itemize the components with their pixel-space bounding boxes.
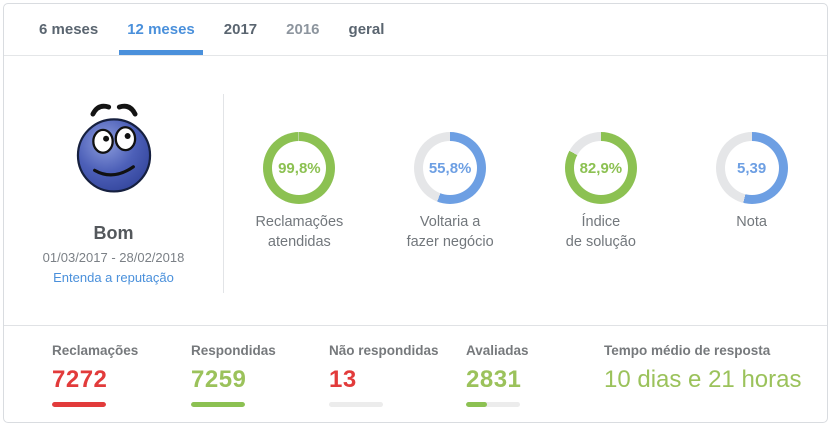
- left-pupil: [102, 135, 109, 142]
- gauge-label-line: Voltaria a: [419, 214, 481, 230]
- gauge-label: Voltaria a fazer negócio: [375, 213, 526, 252]
- stat-value: 7259: [191, 366, 247, 393]
- donut-chart: 5,39: [715, 132, 788, 204]
- gauge-value: 82,9%: [579, 159, 623, 177]
- stat-tempo-medio-resposta: Tempo médio de resposta 10 dias e 21 hor…: [604, 343, 801, 422]
- stat-respondidas: Respondidas 7259: [191, 343, 329, 422]
- right-pupil: [124, 133, 131, 140]
- tab-6-meses[interactable]: 6 meses: [31, 4, 106, 55]
- gauge-nota: 5,39 Nota: [676, 56, 827, 325]
- active-tab-underline: [119, 50, 203, 55]
- right-eyebrow: [116, 103, 138, 117]
- gauge-label-line: de solução: [565, 233, 636, 250]
- stats-bar: Reclamações 7272 Respondidas 7259 Não re…: [4, 325, 827, 422]
- tab-label: 2016: [286, 21, 320, 38]
- reputation-period: 01/03/2017 - 28/02/2018: [42, 250, 185, 265]
- gauge-label: Reclamações atendidas: [224, 213, 375, 252]
- stat-value: 10 dias e 21 horas: [604, 366, 802, 393]
- tab-2016[interactable]: 2016: [278, 4, 327, 55]
- gauge-label-line: fazer negócio: [406, 233, 494, 250]
- stat-value: 2831: [466, 366, 522, 393]
- gauge-label-line: Reclamações: [255, 214, 344, 230]
- smiley-head: [76, 118, 151, 193]
- stat-label: Avaliadas: [466, 343, 529, 358]
- left-eyebrow: [89, 103, 111, 117]
- stat-progress-bar: [191, 402, 245, 407]
- tab-label: 12 meses: [127, 21, 195, 38]
- understand-reputation-link[interactable]: Entenda a reputação: [53, 270, 174, 285]
- blue-smiley-icon: [76, 103, 151, 193]
- gauge-voltaria-fazer-negocio: 55,8% Voltaria a fazer negócio: [375, 56, 526, 325]
- stat-progress-fill: [191, 402, 245, 407]
- donut-chart: 55,8%: [414, 132, 487, 204]
- stat-label: Tempo médio de resposta: [604, 343, 771, 358]
- stat-label: Reclamações: [52, 343, 139, 358]
- stat-progress-fill: [52, 402, 106, 407]
- reputation-status: Bom: [93, 223, 134, 243]
- gauge-indice-solucao: 82,9% Índice de solução: [526, 56, 677, 325]
- donut-chart: 99,8%: [263, 132, 336, 204]
- right-eye: [114, 126, 136, 152]
- tab-geral[interactable]: geral: [341, 4, 393, 55]
- gauge-value: 99,8%: [278, 159, 321, 177]
- stat-value: 13: [329, 366, 357, 393]
- stat-nao-respondidas: Não respondidas 13: [329, 343, 466, 422]
- tab-2017[interactable]: 2017: [216, 4, 265, 55]
- stat-progress-bar: [52, 402, 106, 407]
- vertical-divider: [223, 94, 224, 293]
- period-tabbar: 6 meses 12 meses 2017 2016 geral: [4, 4, 827, 56]
- gauge-value: 5,39: [737, 159, 767, 177]
- gauge-value: 55,8%: [428, 159, 472, 177]
- tab-12-meses[interactable]: 12 meses: [119, 4, 203, 55]
- gauge-label-line: Nota: [736, 214, 767, 230]
- left-eye: [91, 128, 114, 154]
- gauge-label: Nota: [676, 213, 827, 233]
- stat-progress-bar: [329, 402, 383, 407]
- reputation-status-column: Bom 01/03/2017 - 28/02/2018 Entenda a re…: [4, 56, 223, 325]
- stat-value: 7272: [52, 366, 108, 393]
- gauge-reclamacoes-atendidas: 99,8% Reclamações atendidas: [224, 56, 375, 325]
- stat-label: Não respondidas: [329, 343, 439, 358]
- stat-progress-bar: [466, 402, 520, 407]
- stat-progress-fill: [466, 402, 488, 407]
- gauge-label-line: Índice: [581, 214, 621, 230]
- smile: [92, 165, 135, 177]
- donut-chart: 82,9%: [564, 132, 637, 204]
- tab-label: 6 meses: [39, 21, 99, 38]
- tab-label: geral: [348, 21, 385, 38]
- stat-label: Respondidas: [191, 343, 276, 358]
- reputation-panel: 6 meses 12 meses 2017 2016 geral: [3, 3, 828, 423]
- gauges-row: 99,8% Reclamações atendidas 55,8% Voltar…: [224, 56, 827, 325]
- stat-avaliadas: Avaliadas 2831: [466, 343, 604, 422]
- tab-label: 2017: [223, 21, 258, 38]
- reputation-summary: Bom 01/03/2017 - 28/02/2018 Entenda a re…: [4, 56, 827, 325]
- gauge-label: Índice de solução: [526, 213, 677, 252]
- stat-reclamacoes: Reclamações 7272: [52, 343, 191, 422]
- gauge-label-line: atendidas: [267, 233, 331, 250]
